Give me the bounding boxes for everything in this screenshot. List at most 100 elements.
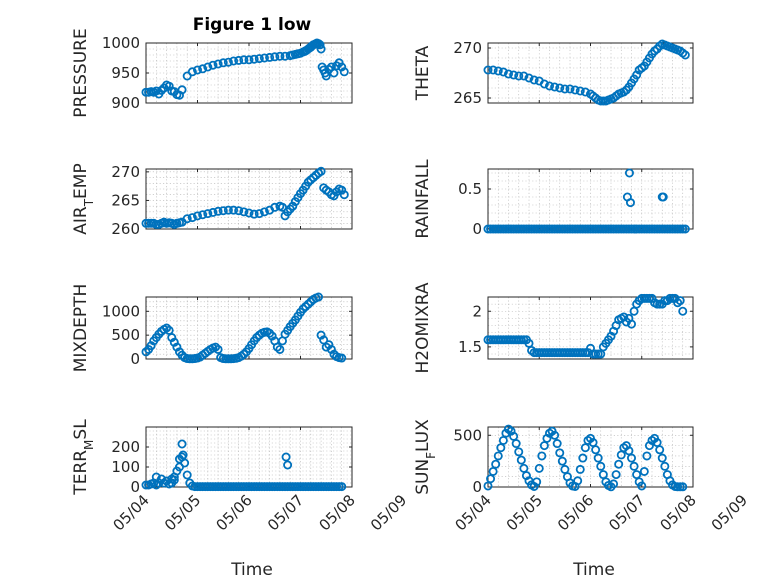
data-point <box>537 451 547 461</box>
x-tick-label: 05/08 <box>657 491 700 534</box>
y-tick-label: 265 <box>453 89 482 107</box>
data-point <box>213 59 223 69</box>
data-point <box>316 44 326 54</box>
data-point <box>169 475 179 485</box>
data-point <box>519 463 529 473</box>
data-point <box>519 71 529 81</box>
data-point <box>529 75 539 85</box>
x-tick-label: 05/07 <box>264 491 307 534</box>
x-tick-label: 05/04 <box>110 491 153 534</box>
data-point <box>591 445 601 455</box>
data-point <box>483 65 493 75</box>
data-point <box>187 213 197 223</box>
data-point <box>539 79 549 89</box>
data-point <box>259 207 269 217</box>
y-tick-label: 270 <box>111 163 140 181</box>
data-point <box>234 55 244 65</box>
y-tick-label: 900 <box>111 94 140 112</box>
data-point <box>593 453 603 463</box>
y-tick-label: 0 <box>130 478 140 496</box>
data-point <box>532 477 542 487</box>
data-point <box>208 60 218 70</box>
data-point <box>557 456 567 466</box>
y-tick-label: 2 <box>472 302 482 320</box>
data-point <box>524 73 534 83</box>
data-point <box>288 201 298 211</box>
data-point <box>655 445 665 455</box>
data-point <box>229 56 239 66</box>
figure-title: Figure 1 low <box>193 15 312 35</box>
data-point <box>203 209 213 219</box>
data-point <box>491 459 501 469</box>
data-point <box>642 451 652 461</box>
data-point <box>609 479 619 489</box>
data-point <box>658 192 668 202</box>
data-point <box>637 481 647 491</box>
y-tick-label: 950 <box>111 64 140 82</box>
data-point <box>611 470 621 480</box>
y-axis-label: RAINFALL <box>413 159 433 239</box>
panel-mixdepth: 0 500 1000 MIXDEPTH <box>71 284 353 372</box>
y-axis-label: THETA <box>413 45 433 101</box>
y-tick-label: 1000 <box>102 34 140 52</box>
panel-h2omixra: 1.5 2 H2OMIXRA <box>413 282 694 374</box>
data-point <box>337 353 347 363</box>
data-point <box>678 306 688 316</box>
data-point <box>254 209 264 219</box>
data-point <box>316 166 326 176</box>
data-point <box>182 470 192 480</box>
x-axis-label-left: Time <box>230 560 273 580</box>
data-point <box>244 55 254 65</box>
y-tick-label: 1.5 <box>458 338 482 356</box>
data-point <box>213 344 223 354</box>
data-point <box>177 439 187 449</box>
y-tick-label: 270 <box>453 39 482 57</box>
x-tick-label: 05/07 <box>605 491 648 534</box>
data-point <box>511 439 521 449</box>
data-point <box>529 481 539 491</box>
data-point <box>203 62 213 72</box>
data-point <box>315 40 325 50</box>
y-axis-label: TERRMSL <box>71 419 96 496</box>
data-point <box>580 443 590 453</box>
panel-sun_flux: 0 500 SUNFLUX 05/04 05/05 05/06 05/07 05/08 05/0… <box>413 419 751 535</box>
y-axis-label: SUNFLUX <box>413 419 438 495</box>
data-point <box>498 435 508 445</box>
data-point <box>182 214 192 224</box>
y-tick-label: 1000 <box>102 302 140 320</box>
data-point <box>218 58 228 68</box>
data-point <box>614 459 624 469</box>
data-point <box>534 463 544 473</box>
data-point <box>578 453 588 463</box>
data-point <box>488 65 498 75</box>
y-tick-label: 200 <box>111 438 140 456</box>
y-tick-label: 0.5 <box>458 180 482 198</box>
data-point <box>239 207 249 217</box>
y-axis-label: H2OMIXRA <box>413 282 433 373</box>
data-point <box>223 57 233 67</box>
data-point <box>151 472 161 482</box>
data-point <box>550 430 560 440</box>
data-point <box>565 84 575 94</box>
x-tick-label: 05/08 <box>316 491 359 534</box>
data-point <box>498 67 508 77</box>
data-point <box>234 206 244 216</box>
x-tick-label: 05/09 <box>708 491 751 534</box>
data-point <box>660 461 670 471</box>
x-tick-label: 05/04 <box>452 491 495 534</box>
data-point <box>192 65 202 75</box>
y-tick-label: 0 <box>472 220 482 238</box>
data-point <box>265 52 275 62</box>
data-point <box>229 205 239 215</box>
y-axis-label: PRESSURE <box>71 28 91 117</box>
data-point <box>339 190 349 200</box>
data-point <box>283 460 293 470</box>
data-point <box>239 55 249 65</box>
data-point <box>596 461 606 471</box>
data-point <box>555 448 565 458</box>
panel-terr_msl: 0 100 200 TERRMSL 05/04 05/05 05/06 05/07 05/08 0… <box>71 419 410 535</box>
x-tick-label: 05/05 <box>503 491 546 534</box>
data-point <box>573 476 583 486</box>
data-point <box>275 344 285 354</box>
data-point <box>678 482 688 492</box>
